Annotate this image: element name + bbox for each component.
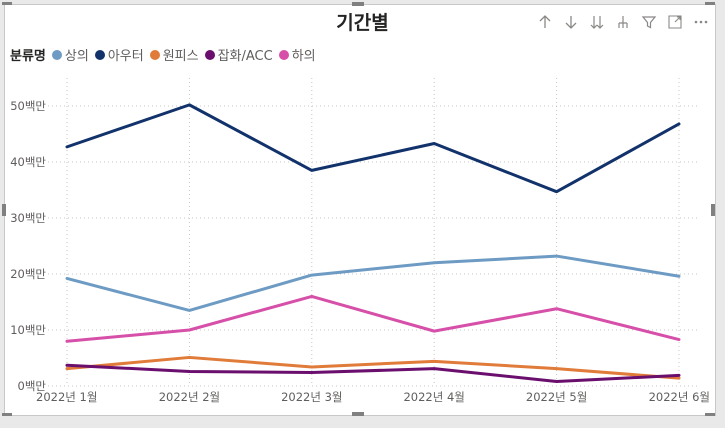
- resize-corner-top-left[interactable]: [2, 2, 12, 5]
- series-line-하의: [65, 294, 681, 343]
- chart-title: 기간별: [336, 12, 389, 34]
- resize-corner-bottom-left[interactable]: [2, 413, 12, 416]
- legend-label: 하의: [291, 49, 316, 64]
- expand-hierarchy-icon[interactable]: [613, 12, 633, 32]
- y-tick-label: 0백만: [18, 379, 47, 393]
- y-tick-label: 50백만: [10, 99, 46, 113]
- x-tick-label: 2022년 5월: [526, 390, 587, 404]
- filter-icon[interactable]: [639, 12, 659, 32]
- x-tick-label: 2022년 2월: [159, 390, 220, 404]
- arrow-up-icon[interactable]: [535, 12, 555, 32]
- x-tick-label: 2022년 4월: [403, 390, 464, 404]
- x-tick-label: 2022년 3월: [281, 390, 342, 404]
- visual-header-toolbar: [535, 12, 711, 32]
- y-tick-label: 40백만: [10, 155, 46, 169]
- legend-label: 상의: [64, 49, 89, 64]
- legend-item-원피스[interactable]: 원피스: [149, 45, 199, 64]
- focus-mode-icon[interactable]: [665, 12, 685, 32]
- more-options-icon[interactable]: [691, 12, 711, 32]
- legend-item-상의[interactable]: 상의: [51, 45, 89, 64]
- series-line-상의: [65, 254, 681, 312]
- double-arrow-down-icon[interactable]: [587, 12, 607, 32]
- y-tick-label: 20백만: [10, 267, 46, 281]
- chart-legend: 분류명 상의 아우터 원피스 잡화/ACC 하의: [10, 45, 322, 64]
- resize-corner-top-right[interactable]: [705, 2, 715, 5]
- resize-handle-right[interactable]: [711, 204, 715, 216]
- resize-corner-bottom-right[interactable]: [705, 413, 715, 416]
- legend-item-아우터[interactable]: 아우터: [94, 45, 144, 64]
- y-tick-label: 10백만: [10, 323, 46, 337]
- legend-label: 아우터: [107, 49, 144, 64]
- legend-marker: [149, 49, 160, 60]
- legend-title: 분류명: [10, 49, 46, 64]
- legend-marker: [278, 49, 289, 60]
- legend-label: 잡화/ACC: [217, 49, 273, 64]
- resize-handle-bottom[interactable]: [352, 412, 364, 416]
- legend-item-하의[interactable]: 하의: [278, 45, 316, 64]
- legend-marker: [51, 49, 62, 60]
- resize-handle-left[interactable]: [2, 204, 6, 216]
- legend-marker: [204, 49, 215, 60]
- y-tick-label: 30백만: [10, 211, 46, 225]
- line-chart-visual[interactable]: [4, 4, 716, 416]
- series-line-아우터: [65, 103, 681, 194]
- resize-handle-top[interactable]: [352, 2, 364, 6]
- arrow-down-icon[interactable]: [561, 12, 581, 32]
- x-tick-label: 2022년 1월: [36, 390, 97, 404]
- legend-marker: [94, 49, 105, 60]
- series-line-원피스: [65, 355, 681, 380]
- legend-item-잡화-acc[interactable]: 잡화/ACC: [204, 45, 273, 64]
- x-tick-label: 2022년 6월: [649, 390, 710, 404]
- legend-label: 원피스: [162, 49, 199, 64]
- series-line-잡화/ACC: [65, 363, 681, 384]
